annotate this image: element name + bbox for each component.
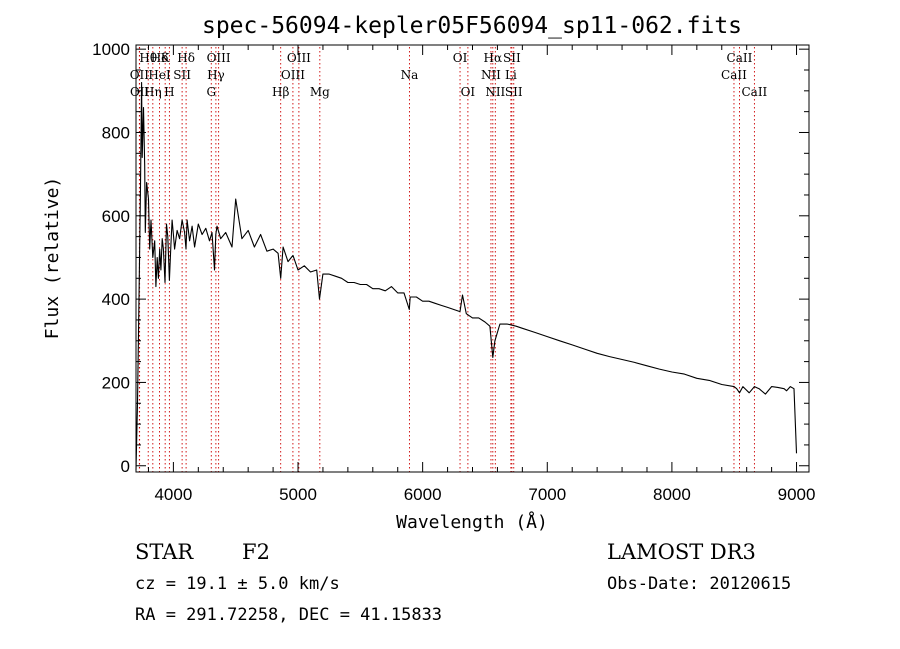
line-label: OI (461, 85, 476, 99)
y-axis: 0 200 400 600 800 1000 (92, 40, 809, 476)
line-label: OIII (281, 68, 305, 82)
line-label: OII (130, 68, 150, 82)
line-label: SII (503, 51, 521, 65)
y-tick-label: 0 (121, 457, 130, 476)
y-tick-label: 400 (102, 290, 130, 309)
chart-title: spec-56094-kepler05F56094_sp11-062.fits (202, 13, 742, 39)
line-label: OII (130, 85, 150, 99)
x-axis-label: Wavelength (Å) (396, 511, 548, 533)
line-label: SII (505, 85, 523, 99)
line-label: Hγ (207, 68, 225, 82)
line-label: OI (453, 51, 468, 65)
x-tick-label: 8000 (653, 485, 691, 504)
y-tick-label: 1000 (92, 40, 130, 59)
x-tick-label: 5000 (279, 485, 317, 504)
line-label: G (206, 85, 216, 99)
observation-date: Obs-Date: 20120615 (607, 574, 791, 594)
line-label: CaII (727, 51, 753, 65)
line-label: Hα (484, 51, 503, 65)
line-label: Li (505, 68, 517, 82)
redshift-velocity: cz = 19.1 ± 5.0 km/s (135, 574, 340, 594)
line-label: Hδ (177, 51, 195, 65)
line-label: K (161, 51, 171, 65)
x-tick-label: 9000 (778, 485, 816, 504)
x-tick-label: 4000 (154, 485, 192, 504)
plot-frame (135, 44, 810, 473)
line-label: CaII (721, 68, 747, 82)
line-label: Hθ (139, 51, 157, 65)
spectrum-line (135, 81, 798, 470)
line-label: NII (485, 85, 505, 99)
line-label: Hβ (272, 85, 289, 99)
line-label: Mg (310, 85, 330, 99)
line-label: SII (173, 68, 191, 82)
line-label: Na (401, 68, 419, 82)
survey-name: LAMOST DR3 (607, 540, 756, 564)
object-class: STAR (135, 540, 194, 564)
line-label: Hδ (151, 51, 169, 65)
x-axis: 4000 5000 6000 7000 8000 9000 (147, 45, 816, 504)
line-label: Hη (144, 85, 162, 99)
y-tick-label: 800 (102, 123, 130, 142)
x-tick-label: 6000 (404, 485, 442, 504)
object-subclass: F2 (242, 540, 270, 564)
annotation-labels: OII OII Hθ Hη Hδ HeI K H SII Hδ OIII Hγ G Hβ OIII OIII M… (130, 51, 768, 99)
y-tick-label: 600 (102, 207, 130, 226)
y-axis-label: Flux (relative) (42, 177, 63, 340)
line-label: NII (481, 68, 501, 82)
y-tick-label: 200 (102, 373, 130, 392)
line-label: OIII (287, 51, 311, 65)
coordinates: RA = 291.72258, DEC = 41.15833 (135, 605, 442, 625)
line-label: OIII (207, 51, 231, 65)
x-tick-label: 7000 (528, 485, 566, 504)
line-label: CaII (741, 85, 767, 99)
line-label: HeI (148, 68, 171, 82)
annotation-lines (138, 47, 755, 472)
line-label: H (164, 85, 174, 99)
